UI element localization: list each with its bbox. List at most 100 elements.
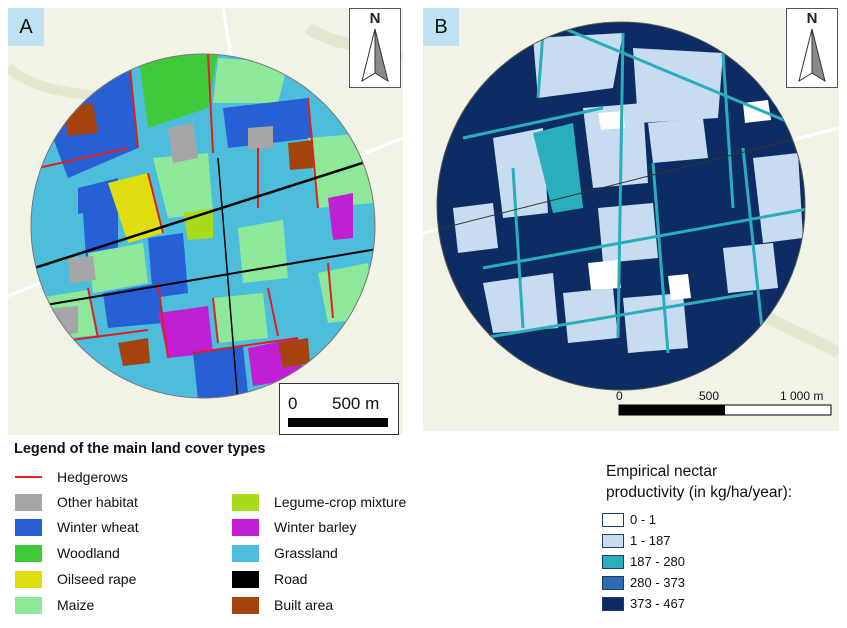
land-cover-map-canvas [8,8,403,435]
nectar-legend-title: Empirical nectar productivity (in kg/ha/… [606,461,792,503]
legend-item-built-area: Built area [232,595,333,615]
legend-label: 373 - 467 [630,596,685,611]
scale-zero-label: 0 [288,394,298,413]
scale-bar-segment [288,418,388,427]
legend-item-winter-wheat: Winter wheat [15,517,139,537]
legend-swatch [232,596,259,614]
nectar-class-0-1: 0 - 1 [602,511,656,528]
buffer-outline [30,53,376,399]
legend-label: Oilseed rape [57,571,137,587]
legend-label: 187 - 280 [630,554,685,569]
zero-productivity-patch [668,274,691,300]
scale-end-label: 1 000 m [780,389,824,403]
nectar-disc [437,22,805,390]
buffer-outline [436,21,806,391]
woodland-patch [138,54,218,128]
maize-field [213,58,288,103]
legend-label: Winter wheat [57,519,139,535]
winter-barley-field [328,193,353,240]
north-arrow-icon [361,28,389,83]
nectar-legend-title-line2: productivity (in kg/ha/year): [606,484,793,501]
secondary-road [31,247,375,309]
other-habitat-patch [248,126,273,150]
nectar-class-373-467: 373 - 467 [602,595,685,612]
nectar-class-280-373: 280 - 373 [602,574,685,591]
low-productivity-field [723,243,778,293]
legend-item-legume-crop-mixture: Legume-crop mixture [232,492,406,512]
nectar-map-canvas [423,8,839,431]
legume-crop-field [183,208,213,240]
scale-distance-label: 500 m [332,394,380,413]
legend-item-hedgerows: Hedgerows [15,467,128,487]
legend-swatch [232,544,259,562]
built-area [118,338,150,366]
other-habitat-patch [168,123,198,163]
low-productivity-field [453,203,498,253]
north-letter: N [806,10,818,27]
nectar-productivity-map: B N 0 500 1 000 m [423,8,839,431]
maize-field [88,243,148,293]
land-cover-map: A N 0 500 m [8,8,403,435]
main-road [31,156,375,272]
legend-label: Winter barley [274,519,357,535]
winter-barley-field [158,306,213,358]
scale-bar-segment [619,405,725,415]
legend-item-woodland: Woodland [15,543,120,563]
legend-swatch [602,575,624,590]
panel-b-label: B [423,8,459,46]
legend-label: 1 - 187 [630,533,671,548]
legend-label: Grassland [274,545,338,561]
legend-swatch [15,596,42,614]
land-cover-disc [31,54,375,398]
legend-item-oilseed-rape: Oilseed rape [15,569,136,589]
hedgerow-swatch [15,476,42,478]
legend-item-maize: Maize [15,595,94,615]
panel-a-label: A [8,8,44,46]
maize-field [238,220,288,283]
maize-field [153,153,213,218]
north-letter: N [369,10,381,27]
low-productivity-field [753,153,803,243]
hedgerow-margins [462,26,805,354]
built-area [278,338,310,368]
scale-bar: 0 500 m [279,383,399,435]
minor-road [217,157,239,398]
low-productivity-field [563,288,618,343]
oilseed-rape-field [108,173,163,243]
nectar-class-1-187: 1 - 187 [602,532,670,549]
low-productivity-field [648,118,708,163]
legend-label: Hedgerows [57,469,128,485]
winter-wheat-field [78,178,118,258]
legend-swatch [15,570,42,588]
legend-item-other-habitat: Other habitat [15,492,138,512]
legend-label: Built area [274,597,334,613]
zero-productivity-patch [598,111,625,130]
legend-swatch [15,544,42,562]
legend-swatch [15,518,42,536]
legend-swatch [15,493,42,511]
low-productivity-field [533,33,623,98]
zero-productivity-patch [588,260,621,290]
legend-item-grassland: Grassland [232,543,338,563]
other-habitat-patch [68,256,96,283]
north-arrow: N [786,8,838,88]
legend-label: Road [274,571,308,587]
legend-label: 0 - 1 [630,512,657,527]
low-productivity-field [633,48,723,123]
legend-label: 280 - 373 [630,575,685,590]
scale-zero-label: 0 [616,389,623,403]
legend-swatch [232,570,259,588]
grassland-field [213,148,258,203]
legend-swatch [602,596,624,611]
maize-field [213,293,268,343]
legend-swatch [232,493,259,511]
low-productivity-field [583,103,648,188]
north-arrow-icon [798,28,826,83]
north-arrow: N [349,8,401,88]
legend-item-winter-barley: Winter barley [232,517,356,537]
legend-swatch [602,554,624,569]
legend-label: Woodland [57,545,120,561]
legend-label: Maize [57,597,95,613]
legend-label: Legume-crop mixture [274,494,407,510]
scale-mid-label: 500 [699,389,720,403]
